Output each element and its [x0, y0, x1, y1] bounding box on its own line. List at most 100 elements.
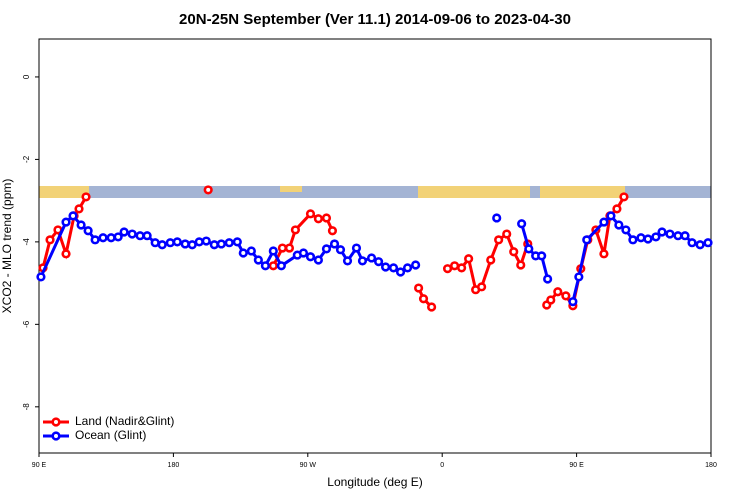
data-point: [224, 238, 234, 248]
data-point: [568, 297, 578, 307]
data-point: [673, 231, 683, 241]
data-point: [74, 204, 84, 214]
data-point: [477, 282, 487, 292]
data-point: [606, 211, 616, 221]
data-point: [574, 272, 584, 282]
legend-label: Ocean (Glint): [75, 428, 146, 442]
data-point: [246, 246, 256, 256]
data-point: [657, 227, 667, 237]
data-point: [81, 192, 91, 202]
data-point: [119, 227, 129, 237]
data-point: [98, 233, 108, 243]
data-point: [313, 255, 324, 265]
data-point: [284, 243, 295, 253]
data-point: [619, 192, 629, 202]
data-point: [351, 243, 362, 253]
x-tick-label: 0: [440, 462, 444, 469]
data-point: [194, 237, 204, 247]
legend: Land (Nadir&Glint)Ocean (Glint): [43, 414, 174, 442]
data-point: [157, 240, 167, 250]
data-point: [90, 235, 100, 245]
data-point: [321, 213, 332, 223]
data-point: [209, 240, 219, 250]
data-point: [135, 231, 145, 241]
data-point: [457, 263, 467, 273]
data-point: [165, 238, 175, 248]
x-tick-label: 90 E: [32, 462, 47, 469]
data-point: [172, 237, 182, 247]
data-point: [636, 233, 646, 243]
data-point: [388, 263, 399, 273]
data-point: [357, 256, 368, 266]
data-point: [268, 261, 278, 271]
data-point: [329, 239, 340, 249]
data-point: [395, 267, 406, 277]
map-land: [418, 186, 530, 198]
data-point: [418, 294, 429, 304]
data-point: [414, 283, 424, 293]
data-point: [402, 263, 413, 273]
data-point: [187, 240, 197, 250]
data-point: [45, 235, 55, 245]
data-point: [614, 220, 624, 230]
data-point: [366, 253, 377, 263]
data-point: [61, 249, 71, 259]
data-point: [327, 226, 338, 236]
data-point: [599, 249, 609, 259]
y-tick-label: -6: [22, 320, 31, 328]
data-point: [373, 257, 384, 267]
data-point: [703, 238, 713, 248]
data-point: [599, 217, 609, 227]
data-point: [180, 239, 190, 249]
data-point: [449, 261, 460, 271]
data-point: [68, 211, 78, 221]
y-tick-label: 0: [22, 74, 31, 79]
data-point: [524, 244, 534, 254]
x-tick-label: 90 W: [300, 462, 317, 469]
data-point: [486, 255, 496, 265]
data-point: [305, 252, 316, 262]
x-tick-label: 180: [705, 462, 717, 469]
data-point: [543, 274, 553, 284]
data-point: [83, 226, 93, 236]
data-point: [537, 251, 547, 261]
data-point: [260, 261, 270, 271]
data-point: [516, 260, 526, 270]
data-point: [517, 219, 527, 229]
data-point: [305, 209, 316, 219]
data-point: [106, 233, 116, 243]
data-point: [546, 295, 556, 305]
data-point: [253, 255, 263, 265]
map-land: [280, 186, 302, 192]
plot-frame: [38, 38, 712, 454]
data-point: [628, 235, 638, 245]
data-point: [651, 232, 661, 242]
data-point: [680, 231, 690, 241]
y-tick-label: -4: [22, 238, 31, 246]
data-point: [381, 262, 391, 272]
data-point: [321, 244, 332, 254]
data-point: [268, 246, 278, 256]
data-point: [61, 217, 71, 227]
data-point: [502, 229, 512, 239]
data-point: [232, 237, 242, 247]
data-point: [464, 254, 474, 264]
data-point: [36, 272, 46, 282]
data-point: [442, 264, 453, 274]
x-tick-label: 180: [168, 462, 180, 469]
data-point: [509, 247, 519, 257]
y-tick-label: -8: [22, 403, 31, 411]
map-strip: [39, 186, 711, 198]
map-land: [39, 186, 89, 198]
y-axis-label: XCO2 - MLO trend (ppm): [0, 179, 14, 314]
data-point: [201, 236, 211, 246]
map-land: [540, 186, 625, 198]
data-point: [643, 234, 653, 244]
data-point: [238, 248, 248, 258]
data-point: [277, 243, 288, 253]
legend-marker: [51, 417, 61, 427]
data-point: [411, 260, 421, 270]
data-point: [290, 225, 301, 235]
